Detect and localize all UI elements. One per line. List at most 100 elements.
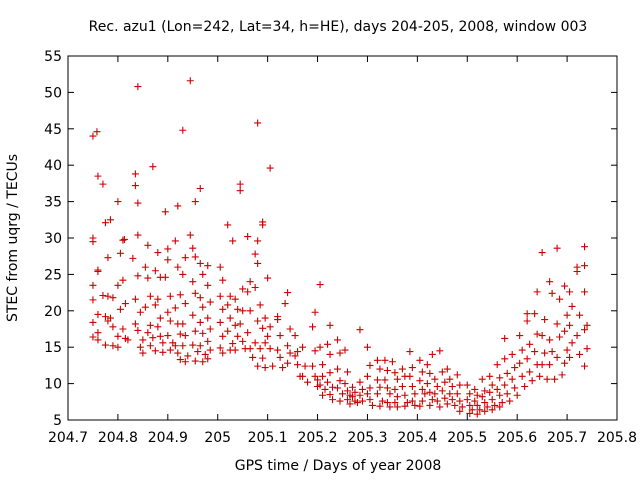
- data-point: [501, 355, 509, 363]
- data-point: [511, 364, 519, 372]
- data-point: [231, 295, 239, 303]
- data-point: [244, 288, 252, 296]
- data-point: [226, 292, 234, 300]
- data-point: [416, 356, 424, 364]
- data-point: [493, 361, 501, 369]
- data-point: [319, 391, 327, 399]
- data-point: [458, 403, 466, 411]
- data-point: [94, 329, 102, 337]
- data-point: [441, 378, 449, 386]
- data-point: [563, 311, 571, 319]
- data-point: [254, 119, 262, 127]
- x-tick-label: 205: [204, 430, 231, 446]
- y-tick-label: 20: [44, 304, 62, 320]
- data-point: [353, 399, 361, 407]
- data-point: [244, 329, 252, 337]
- y-tick-label: 25: [44, 267, 62, 283]
- data-point: [284, 289, 292, 297]
- data-point: [383, 366, 391, 374]
- data-point: [523, 310, 531, 318]
- data-point: [94, 172, 102, 180]
- data-point: [496, 374, 504, 382]
- data-point: [368, 401, 376, 409]
- data-point: [468, 406, 476, 414]
- data-point: [154, 323, 162, 331]
- plot-frame: [67, 55, 618, 421]
- x-tick-label: 205.2: [297, 430, 337, 446]
- data-point: [561, 359, 569, 367]
- data-point: [546, 361, 554, 369]
- data-point: [363, 390, 371, 398]
- data-point: [189, 311, 197, 319]
- data-point: [356, 326, 364, 334]
- data-point: [466, 401, 474, 409]
- x-tick-label: 205.4: [397, 430, 437, 446]
- y-tick-label: 35: [44, 195, 62, 211]
- data-point: [216, 263, 224, 271]
- data-point: [254, 259, 262, 267]
- data-point: [181, 300, 189, 308]
- data-point: [316, 381, 324, 389]
- data-point: [231, 321, 239, 329]
- data-point: [191, 327, 199, 335]
- data-point: [348, 393, 356, 401]
- data-point: [259, 354, 267, 362]
- data-point: [336, 377, 344, 385]
- data-point: [541, 316, 549, 324]
- data-point: [343, 396, 351, 404]
- data-point: [246, 278, 254, 286]
- data-point: [416, 402, 424, 410]
- data-point: [229, 340, 237, 348]
- data-point: [276, 353, 284, 361]
- y-tick-label: 55: [44, 49, 62, 65]
- data-point: [189, 341, 197, 349]
- data-point: [581, 262, 589, 270]
- data-point: [531, 348, 539, 356]
- data-point: [164, 308, 172, 316]
- data-point: [294, 348, 302, 356]
- data-point: [506, 397, 514, 405]
- data-point: [216, 292, 224, 300]
- data-point: [363, 343, 371, 351]
- data-point: [573, 332, 581, 340]
- data-point: [89, 281, 97, 289]
- data-point: [139, 349, 147, 357]
- data-point: [219, 276, 227, 284]
- axes: 204.7 204.8 204.9 205 205.1 205.2 205.3 205.4 20…: [44, 49, 637, 446]
- data-point: [189, 244, 197, 252]
- data-point: [518, 346, 526, 354]
- data-point: [481, 407, 489, 415]
- data-point: [501, 381, 509, 389]
- data-point: [421, 390, 429, 398]
- data-point: [423, 380, 431, 388]
- data-point: [266, 164, 274, 172]
- x-tick-label: 205.7: [547, 430, 587, 446]
- y-tick-label: 15: [44, 340, 62, 356]
- data-point: [224, 221, 232, 229]
- data-point: [149, 334, 157, 342]
- data-point: [373, 390, 381, 398]
- data-point: [548, 289, 556, 297]
- data-point: [264, 274, 272, 282]
- data-point: [583, 345, 591, 353]
- data-point: [259, 324, 267, 332]
- data-point: [561, 327, 569, 335]
- data-point: [141, 263, 149, 271]
- data-point: [311, 347, 319, 355]
- data-point: [161, 208, 169, 216]
- data-point: [346, 400, 354, 408]
- y-tick-label: 10: [44, 377, 62, 393]
- data-point: [216, 318, 224, 326]
- data-point: [473, 410, 481, 418]
- data-point: [151, 267, 159, 275]
- data-point: [101, 219, 109, 227]
- data-point: [204, 262, 212, 270]
- data-point: [239, 285, 247, 293]
- data-point: [471, 397, 479, 405]
- data-point: [551, 375, 559, 383]
- data-point: [224, 301, 232, 309]
- data-point: [179, 270, 187, 278]
- data-point: [219, 305, 227, 313]
- data-point: [196, 294, 204, 302]
- data-point: [256, 301, 264, 309]
